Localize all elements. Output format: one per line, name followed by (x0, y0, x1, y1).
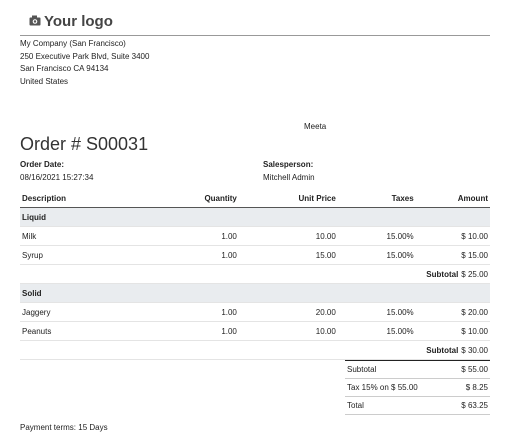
date-value: 08/16/2021 15:27:34 (20, 173, 94, 182)
address-line: My Company (San Francisco) (20, 39, 126, 48)
cell: 1.00 (167, 302, 239, 322)
total-cell: Total (345, 396, 448, 415)
cell: Syrup (20, 245, 168, 265)
cell: Jaggery (20, 302, 168, 322)
subtotal-value: $ 30.00 (461, 345, 488, 355)
total-row: Total $ 63.25 (345, 396, 490, 415)
partner-name: Meeta (304, 122, 327, 131)
total-cell: $ 8.25 (447, 378, 490, 397)
order-title: Order # S00031 (20, 134, 149, 154)
payment-terms: Payment terms: 15 Days (20, 423, 108, 432)
total-row: Subtotal $ 55.00 (345, 360, 490, 379)
totals: Subtotal $ 55.00 Tax 15% on $ 55.00 $ 8.25 T… (345, 360, 490, 415)
logo-icon (29, 15, 41, 26)
header-row: Description Quantity Unit Price Taxes Amount (20, 189, 490, 208)
company-address: My Company (San Francisco) 250 Executive … (20, 38, 149, 89)
total-cell: $ 55.00 (447, 360, 490, 379)
total-row: Tax 15% on $ 55.00 $ 8.25 (345, 378, 490, 397)
order-lines: Description Quantity Unit Price Taxes Amount… (20, 189, 490, 360)
cell: $ 10.00 (415, 226, 490, 246)
section-name: Solid (20, 283, 490, 303)
total-cell: $ 63.25 (447, 396, 490, 415)
salesperson-label: Salesperson: (263, 160, 314, 169)
cell: 15.00% (337, 226, 416, 246)
cell: 15.00% (337, 302, 416, 322)
subtotal-cell: Subtotal $ 30.00 (20, 340, 490, 360)
header-rule (20, 35, 490, 36)
subtotal-value: $ 25.00 (461, 269, 488, 279)
cell: $ 20.00 (415, 302, 490, 322)
column-header: Quantity (167, 189, 239, 208)
column-header: Description (20, 189, 168, 208)
cell: $ 15.00 (415, 245, 490, 265)
cell: Milk (20, 226, 168, 246)
line-row: Syrup 1.00 15.00 15.00% $ 15.00 (20, 245, 490, 265)
cell: 1.00 (167, 226, 239, 246)
subtotal-label: Subtotal (426, 269, 459, 279)
line-row: Milk 1.00 10.00 15.00% $ 10.00 (20, 226, 490, 246)
subtotal-cell: Subtotal $ 25.00 (20, 264, 490, 284)
section-row: Solid (20, 283, 490, 303)
logo-text: Your logo (44, 13, 113, 30)
section-row: Liquid (20, 207, 490, 227)
cell: 20.00 (238, 302, 338, 322)
line-row: Jaggery 1.00 20.00 15.00% $ 20.00 (20, 302, 490, 322)
cell: Peanuts (20, 321, 168, 341)
subtotal-label: Subtotal (426, 345, 459, 355)
column-header: Amount (415, 189, 490, 208)
cell: 1.00 (167, 245, 239, 265)
cell: 10.00 (238, 321, 338, 341)
total-cell: Tax 15% on $ 55.00 (345, 378, 448, 397)
total-cell: Subtotal (345, 360, 448, 379)
cell: 15.00% (337, 321, 416, 341)
cell: 1.00 (167, 321, 239, 341)
column-header: Taxes (337, 189, 416, 208)
subtotal-row: Subtotal $ 30.00 (20, 340, 490, 360)
date-label: Order Date: (20, 160, 65, 169)
address-line: 250 Executive Park Blvd, Suite 3400 (20, 51, 150, 61)
cell: 15.00% (337, 245, 416, 265)
cell: $ 10.00 (415, 321, 490, 341)
section-name: Liquid (20, 207, 490, 227)
cell: 10.00 (238, 226, 338, 246)
salesperson-value: Mitchell Admin (263, 173, 315, 182)
cell: 15.00 (238, 245, 338, 265)
subtotal-row: Subtotal $ 25.00 (20, 264, 490, 284)
address-line: United States (20, 77, 69, 87)
address-line: San Francisco CA 94134 (20, 64, 109, 74)
line-row: Peanuts 1.00 10.00 15.00% $ 10.00 (20, 321, 490, 341)
column-header: Unit Price (238, 189, 338, 208)
